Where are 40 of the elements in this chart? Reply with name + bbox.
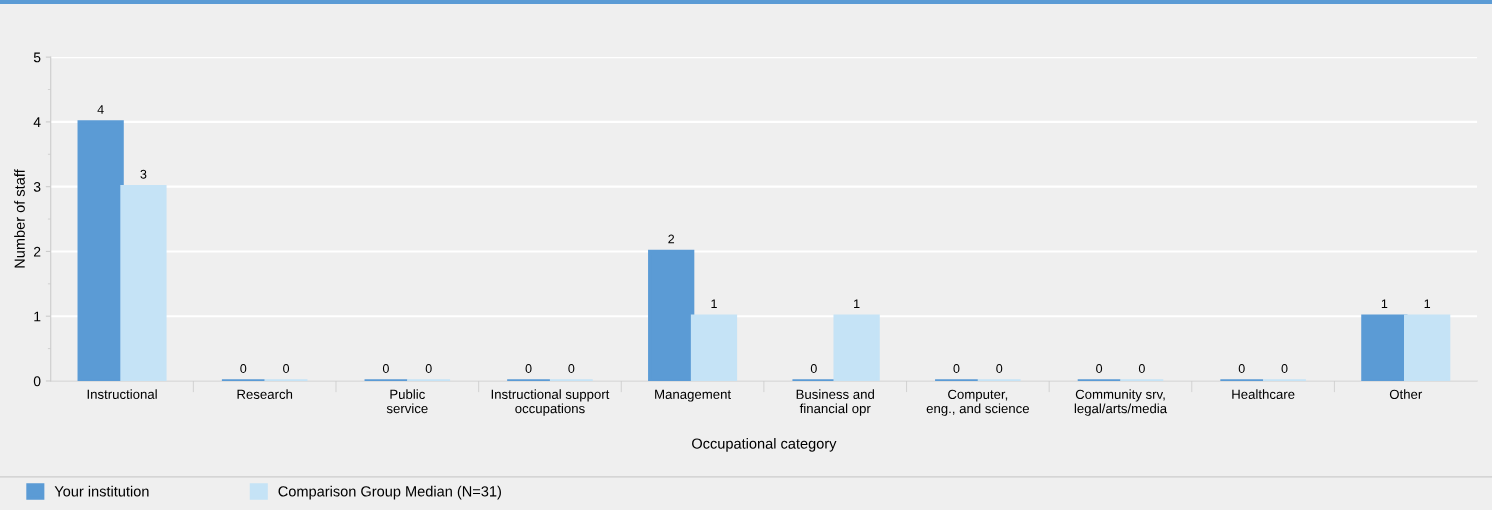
x-tick-label: Computer, eng., and science (926, 389, 1029, 416)
y-tick-label: 1 (34, 311, 41, 322)
x-tick-label: Business and financial opr (796, 389, 874, 416)
y-axis-title: Number of staff (14, 169, 25, 268)
data-label: 1 (1424, 299, 1431, 309)
data-label: 0 (953, 364, 960, 373)
data-label: 3 (140, 169, 147, 179)
y-tick-label: 3 (33, 181, 41, 192)
y-tick-label: 4 (33, 117, 41, 127)
x-tick-label: Research (237, 389, 293, 399)
data-label: 1 (711, 299, 717, 309)
x-tick-label: Other (1389, 389, 1423, 399)
x-axis-title: Occupational category (692, 438, 837, 452)
x-tick-label: Community srv, legal/arts/media (1074, 389, 1168, 416)
data-label: 1 (854, 299, 860, 309)
data-label: 0 (996, 364, 1003, 373)
x-tick-label: Instructional support occupations (491, 389, 610, 416)
data-label: 0 (1138, 364, 1145, 373)
data-label: 0 (382, 364, 389, 373)
y-tick-label: 5 (33, 52, 41, 63)
data-label: 1 (1381, 299, 1388, 309)
data-label: 0 (810, 364, 817, 373)
x-tick-label: Public service (386, 389, 428, 414)
data-label: 0 (283, 364, 290, 373)
data-label: 0 (425, 364, 432, 373)
legend-label: Comparison Group Median (N=31) (278, 485, 501, 500)
data-label: 2 (668, 234, 675, 244)
legend-label: Your institution (54, 485, 149, 497)
y-tick-label: 0 (33, 376, 41, 387)
data-label: 0 (1096, 364, 1103, 373)
x-tick-label: Healthcare (1232, 389, 1295, 399)
y-tick-label: 2 (33, 246, 41, 257)
x-tick-label: Instructional (87, 389, 157, 399)
data-label: 0 (525, 364, 532, 373)
data-label: 0 (568, 364, 575, 373)
data-label: 0 (240, 364, 247, 373)
x-tick-label: Management (655, 389, 731, 402)
data-label: 4 (97, 105, 104, 114)
data-label: 0 (1238, 364, 1245, 373)
data-label: 0 (1281, 364, 1288, 373)
